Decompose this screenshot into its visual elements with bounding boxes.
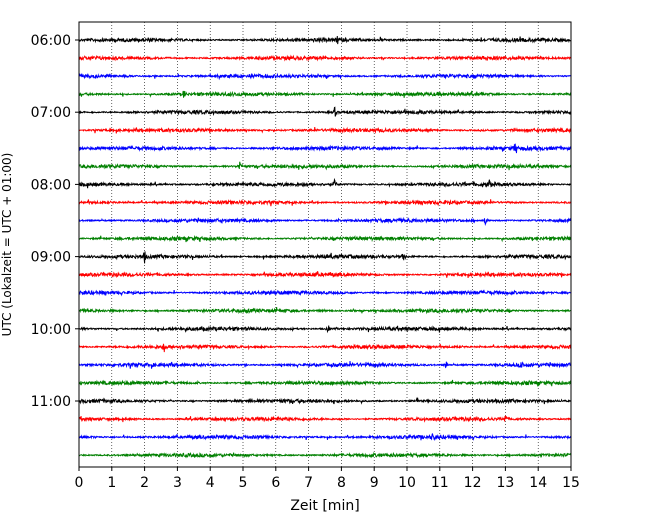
trace-line	[78, 325, 572, 334]
x-tick-label: 1	[107, 475, 116, 491]
grid-lines	[111, 22, 539, 467]
trace-line	[78, 234, 572, 243]
trace-line	[78, 143, 572, 154]
x-tick-label: 9	[370, 475, 379, 491]
x-axis-ticks: 0 1 2 3 4 5 6 7 8 9 10 11 12 13 14 15	[75, 467, 580, 491]
x-tick-label: 12	[464, 475, 482, 491]
x-tick-label: 5	[239, 475, 248, 491]
trace-line	[78, 199, 572, 207]
x-tick-label: 8	[337, 475, 346, 491]
trace-line	[78, 306, 572, 315]
x-tick-label: 13	[496, 475, 514, 491]
x-tick-label: 10	[398, 475, 416, 491]
plot-frame	[78, 21, 572, 468]
x-tick-label: 0	[75, 475, 84, 491]
trace-line	[78, 343, 572, 353]
trace-line	[78, 289, 572, 297]
x-tick-label: 3	[173, 475, 182, 491]
trace-line	[78, 177, 572, 189]
y-tick-label: 09:00	[31, 250, 71, 266]
trace-line	[78, 126, 572, 134]
x-tick-label: 7	[304, 475, 313, 491]
trace-line	[78, 379, 572, 387]
trace-line	[78, 415, 572, 423]
trace-lines	[78, 36, 572, 459]
trace-line	[78, 216, 572, 227]
x-tick-label: 11	[431, 475, 449, 491]
trace-line	[78, 54, 572, 62]
trace-line	[78, 161, 572, 171]
trace-line	[78, 72, 572, 81]
x-tick-label: 2	[140, 475, 149, 491]
y-tick-label: 08:00	[31, 177, 71, 193]
x-tick-label: 15	[562, 475, 580, 491]
y-tick-label: 10:00	[31, 322, 71, 338]
trace-line	[78, 271, 572, 279]
trace-line	[78, 36, 572, 45]
y-tick-label: 06:00	[31, 33, 71, 49]
x-tick-label: 6	[271, 475, 280, 491]
trace-line	[78, 251, 572, 264]
x-axis-label: Zeit [min]	[290, 498, 359, 514]
trace-line	[78, 106, 572, 117]
trace-line	[78, 90, 572, 98]
trace-line	[78, 451, 572, 459]
trace-line	[78, 361, 572, 369]
trace-line	[78, 396, 572, 405]
y-tick-label: 11:00	[31, 394, 71, 410]
x-tick-label: 14	[529, 475, 547, 491]
x-tick-label: 4	[206, 475, 215, 491]
y-tick-label: 07:00	[31, 105, 71, 121]
y-axis-ticks: 06:00 07:00 08:00 09:00 10:00 11:00	[31, 33, 79, 410]
trace-line	[78, 433, 572, 442]
y-axis-label: UTC (Lokalzeit = UTC + 01:00)	[0, 153, 14, 337]
